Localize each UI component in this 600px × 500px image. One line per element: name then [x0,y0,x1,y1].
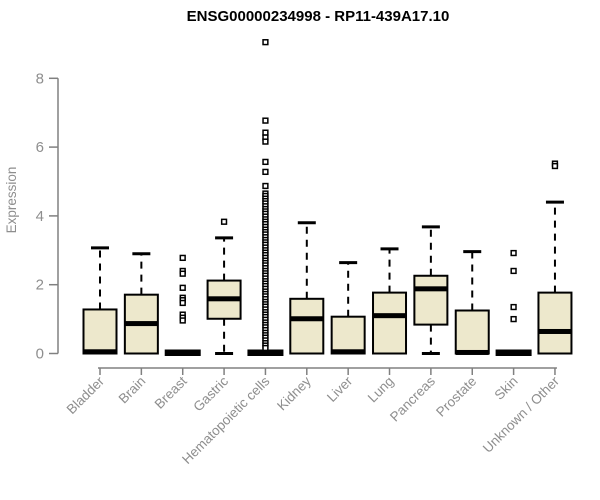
chart-title: ENSG00000234998 - RP11-439A17.10 [187,8,450,25]
median-lung [373,313,407,319]
outlier-point-hematopoietic-cells [262,344,269,352]
y-tick-label-2: 2 [36,277,44,294]
x-tick-label-10: Skin [492,374,521,403]
outlier-point-skin [510,267,517,275]
box-liver [330,315,366,355]
y-tick-label-0: 0 [36,346,44,363]
x-tick-label-2: Breast [152,373,190,411]
median-liver [331,349,365,355]
x-tick-label-9: Prostate [433,374,479,420]
flat-box-hematopoietic-cells [247,349,284,356]
x-tick-label-5: Kidney [274,373,314,413]
median-brain [124,321,158,327]
box-kidney [289,297,325,355]
outlier-point-hematopoietic-cells [262,39,269,46]
outlier-point-breast [179,317,186,324]
outlier-point-breast [179,299,186,307]
outlier-point-breast [179,284,186,291]
outlier-point-gastric [220,218,228,225]
outlier-point-hematopoietic-cells [262,182,269,190]
median-kidney [290,316,324,322]
x-tick-label-11: Unknown / Other [480,373,563,456]
median-prostate [455,349,489,355]
outlier-point-breast [179,270,186,277]
x-tick-label-0: Bladder [64,373,108,417]
y-tick-label-4: 4 [36,208,44,225]
median-bladder [83,349,117,355]
outlier-point-breast [179,254,186,262]
x-tick-label-1: Brain [116,374,149,407]
box-lung [372,291,408,355]
median-unknown-other [538,328,572,334]
box-prostate [454,309,490,355]
x-tick-label-6: Liver [324,373,356,405]
x-tick-label-3: Gastric [190,373,231,414]
outlier-point-skin [510,303,517,311]
y-tick-label-8: 8 [36,70,44,87]
outlier-point-skin [510,249,517,257]
outlier-point-hematopoietic-cells [262,168,269,176]
y-tick-label-6: 6 [36,139,44,156]
flat-box-skin [495,349,532,356]
outlier-point-hematopoietic-cells [262,117,269,124]
outlier-point-unknown-other [551,162,559,170]
median-pancreas [414,286,448,292]
box-bladder [82,308,118,355]
x-tick-label-8: Pancreas [387,373,438,424]
flat-box-breast [164,349,201,356]
box-pancreas [413,274,449,326]
median-gastric [207,296,241,302]
y-axis-label: Expression [4,167,19,234]
outlier-point-hematopoietic-cells [262,138,269,145]
box-unknown-other [537,291,573,355]
outlier-point-hematopoietic-cells [262,158,269,166]
outlier-point-skin [510,315,517,323]
x-tick-label-7: Lung [365,374,397,406]
